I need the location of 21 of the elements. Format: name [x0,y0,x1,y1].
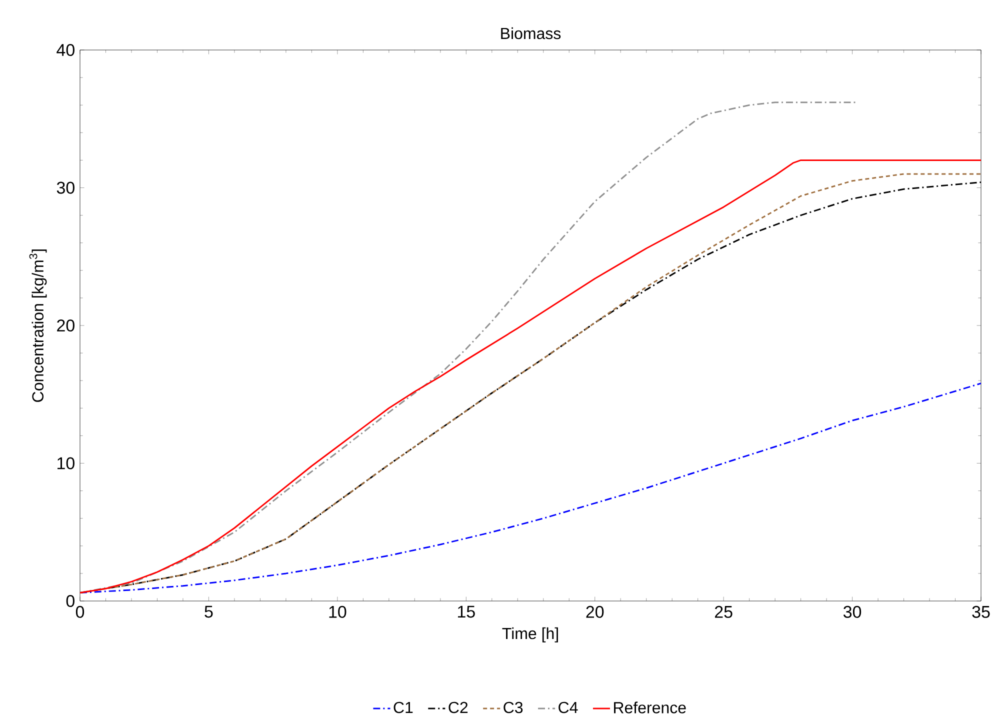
y-tick-label: 30 [56,182,74,194]
x-tick-label: 20 [586,606,604,618]
legend-label: C3 [504,702,523,714]
chart-title: Biomass [501,27,561,40]
x-axis-title: Time [h] [502,627,558,642]
y-tick-label: 20 [57,319,74,332]
legend-label: C4 [558,702,578,714]
legend-label: C2 [448,702,468,714]
y-tick-label: 40 [56,44,74,56]
x-tick-label: 5 [204,606,213,618]
x-tick-label: 0 [76,606,84,618]
legend-label: Reference [614,702,686,714]
x-tick-label: 25 [714,606,732,618]
y-tick-label: 10 [58,457,74,470]
y-axis-title: Concentration [kg/m$^{3}$] [29,249,47,402]
x-tick-label: 15 [458,606,475,618]
x-tick-label: 10 [329,606,346,618]
x-tick-label: 30 [843,606,862,618]
x-tick-label: 35 [972,606,990,618]
legend-label: C1 [394,702,413,714]
y-tick-label: 0 [66,594,74,608]
